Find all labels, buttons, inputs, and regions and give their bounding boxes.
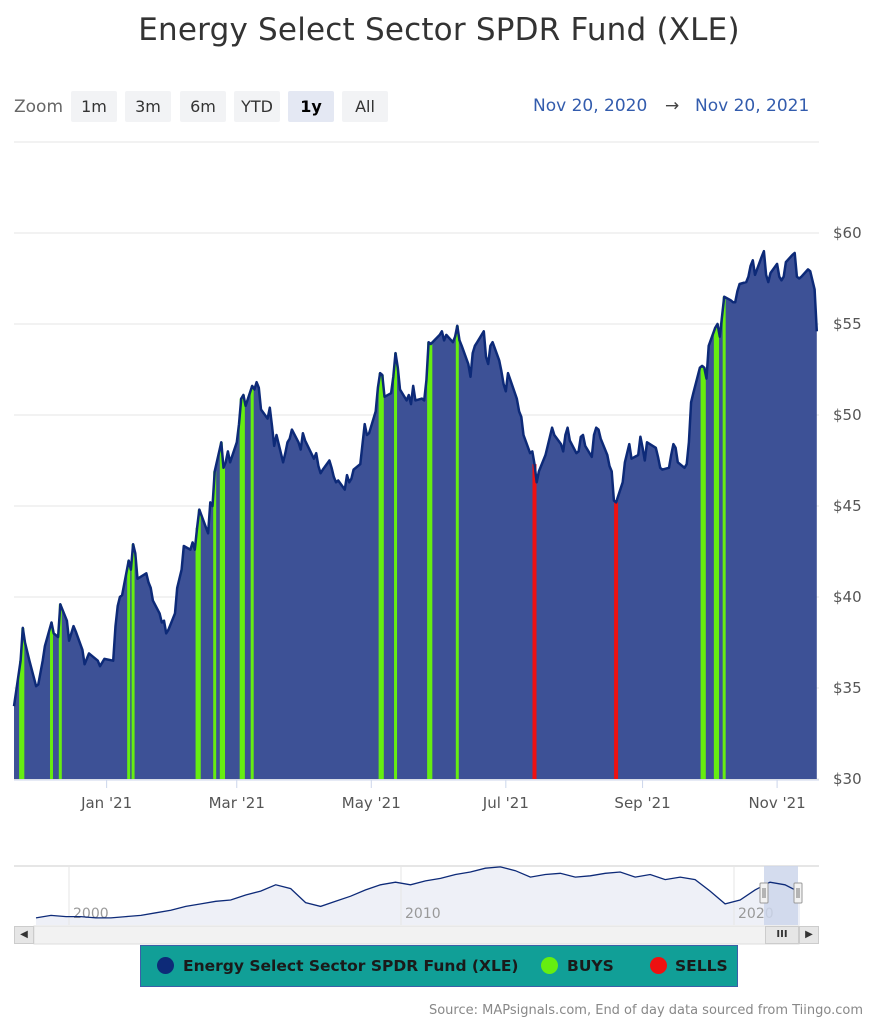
navigator-year-label: 2000 xyxy=(73,906,109,922)
scrollbar-track xyxy=(33,925,800,945)
zoom-ytd-button[interactable]: YTD xyxy=(234,91,280,122)
zoom-1y-button[interactable]: 1y xyxy=(288,91,334,122)
y-tick-label: $60 xyxy=(833,224,862,242)
source-credit: Source: MAPsignals.com, End of day data … xyxy=(428,1003,863,1018)
scroll-right-button[interactable]: ▶ xyxy=(799,926,819,944)
y-tick-label: $40 xyxy=(833,588,862,606)
range-arrow: → xyxy=(665,96,680,116)
legend-item-sells[interactable]: SELLS xyxy=(675,957,728,975)
x-tick-label: Jul '21 xyxy=(482,794,529,812)
y-tick-label: $55 xyxy=(833,315,862,333)
y-tick-label: $30 xyxy=(833,770,862,788)
price-line xyxy=(12,249,819,707)
legend-item-buys[interactable]: BUYS xyxy=(567,957,614,975)
x-tick-label: Sep '21 xyxy=(614,794,670,812)
navigator-selected-range xyxy=(764,866,798,925)
y-tick-label: $35 xyxy=(833,679,862,697)
range-from-input[interactable]: Nov 20, 2020 xyxy=(533,96,648,116)
x-tick-label: May '21 xyxy=(342,794,401,812)
x-tick-label: Mar '21 xyxy=(209,794,265,812)
navigator-year-label: 2010 xyxy=(405,906,441,922)
legend-sells-marker xyxy=(650,957,667,974)
x-tick-label: Nov '21 xyxy=(748,794,805,812)
legend-xle-marker xyxy=(157,957,174,974)
navigator-left-handle xyxy=(759,882,769,904)
chart-title: Energy Select Sector SPDR Fund (XLE) xyxy=(138,12,740,48)
range-to-input[interactable]: Nov 20, 2021 xyxy=(695,96,810,116)
zoom-label: Zoom xyxy=(14,97,64,117)
legend-buys-marker xyxy=(541,957,558,974)
navigator-area xyxy=(36,866,800,925)
zoom-all-button[interactable]: All xyxy=(342,91,388,122)
legend-item-xle[interactable]: Energy Select Sector SPDR Fund (XLE) xyxy=(183,957,519,975)
zoom-6m-button[interactable]: 6m xyxy=(180,91,226,122)
y-tick-label: $45 xyxy=(833,497,862,515)
navigator-line xyxy=(35,866,801,919)
zoom-3m-button[interactable]: 3m xyxy=(125,91,171,122)
zoom-1m-button[interactable]: 1m xyxy=(71,91,117,122)
y-tick-label: $50 xyxy=(833,406,862,424)
navigator-right-handle xyxy=(793,882,803,904)
legend: Energy Select Sector SPDR Fund (XLE) BUY… xyxy=(140,945,738,987)
scrollbar-thumb[interactable]: III xyxy=(765,926,799,944)
scroll-left-button[interactable]: ◀ xyxy=(14,926,34,944)
x-tick-label: Jan '21 xyxy=(80,794,132,812)
